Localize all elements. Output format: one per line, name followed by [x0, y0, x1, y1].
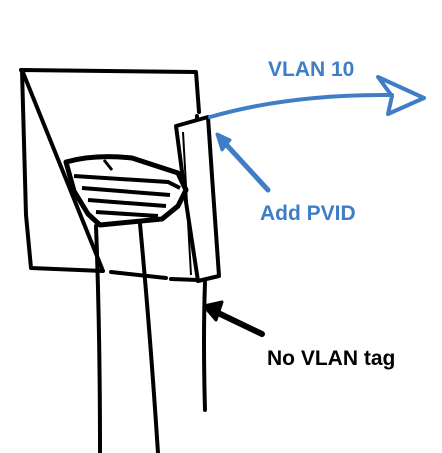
port-socket	[174, 115, 221, 283]
no-vlan-tag-label: No VLAN tag	[267, 347, 395, 370]
outer-cable-line	[202, 280, 207, 412]
no-vlan-tag-arrow	[202, 300, 265, 337]
add-pvid-label: Add PVID	[260, 202, 356, 225]
ethernet-cable	[94, 222, 160, 453]
add-pvid-arrow	[215, 132, 271, 193]
ethernet-plug	[63, 154, 189, 228]
vlan-label: VLAN 10	[268, 58, 354, 81]
vlan-arrow	[208, 75, 426, 119]
